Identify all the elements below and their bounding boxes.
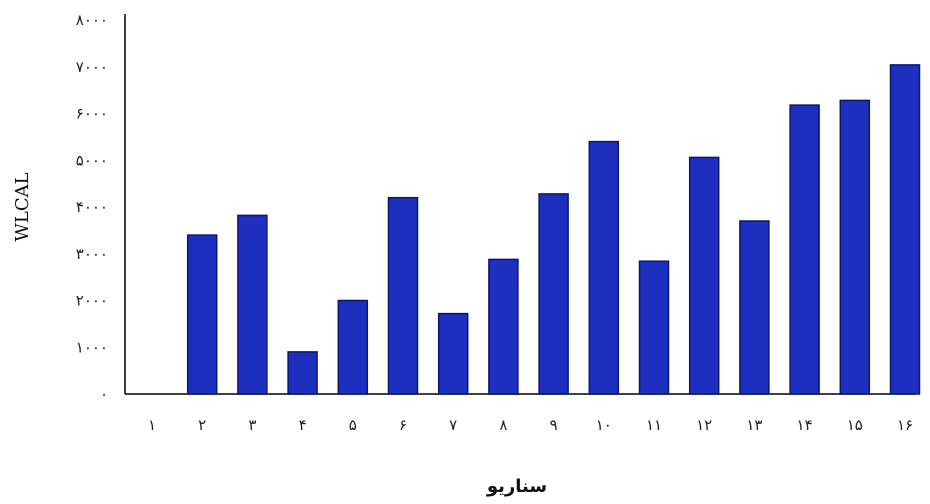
x-axis-title: سناریو [486, 476, 547, 497]
y-tick-label: ۵۰۰۰ [76, 151, 108, 169]
x-tick-label: ۱۰ [596, 416, 612, 434]
bar [839, 99, 871, 395]
bar [638, 260, 670, 395]
bar [739, 220, 770, 395]
x-tick-label: ۱۴ [797, 416, 813, 434]
x-tick-label: ۹ [550, 416, 558, 434]
x-tick-label: ۱۲ [696, 416, 712, 434]
x-tick-label: ۵ [349, 416, 357, 434]
x-tick-label: ۷ [449, 416, 457, 434]
x-tick-label: ۱ [148, 416, 156, 434]
bar [287, 351, 318, 395]
x-tick-label: ۱۵ [847, 416, 863, 434]
y-tick-labels: ۰ ۱۰۰۰ ۲۰۰۰ ۳۰۰۰ ۴۰۰۰ ۵۰۰۰ ۶۰۰۰ ۷۰۰۰ ۸۰۰۰ [76, 11, 108, 403]
y-tick-label: ۶۰۰۰ [76, 105, 108, 123]
x-tick-label: ۱۳ [746, 416, 762, 434]
bar [387, 196, 419, 395]
y-tick-label: ۸۰۰۰ [76, 11, 108, 29]
y-tick-label: ۳۰۰۰ [76, 245, 108, 263]
y-tick-label: ۷۰۰۰ [76, 58, 108, 76]
bar [538, 193, 569, 395]
bar [337, 299, 369, 395]
bar [588, 140, 620, 395]
x-tick-label: ۶ [399, 416, 407, 434]
x-tick-label: ۸ [499, 416, 507, 434]
bar [688, 156, 720, 395]
bar [186, 234, 218, 395]
bar [889, 64, 921, 395]
y-tick-label: ۰ [100, 385, 108, 403]
bar [789, 104, 820, 395]
y-tick-label: ۱۰۰۰ [76, 338, 108, 356]
y-tick-label: ۲۰۰۰ [76, 292, 108, 310]
bars [186, 64, 921, 395]
bar [237, 214, 268, 395]
x-tick-label: ۴ [299, 416, 307, 434]
x-tick-label: ۲ [198, 416, 206, 434]
bar [437, 312, 469, 395]
bar [488, 258, 519, 395]
x-tick-label: ۱۱ [646, 416, 662, 434]
x-tick-labels: ۱ ۲ ۳ ۴ ۵ ۶ ۷ ۸ ۹ ۱۰ ۱۱ ۱۲ ۱۳ ۱۴ ۱۵ ۱۶ [148, 416, 913, 434]
x-tick-label: ۳ [248, 416, 256, 434]
y-axis-title: WLCAL [12, 172, 33, 241]
y-tick-label: ۴۰۰۰ [76, 198, 108, 216]
x-tick-label: ۱۶ [897, 416, 913, 434]
